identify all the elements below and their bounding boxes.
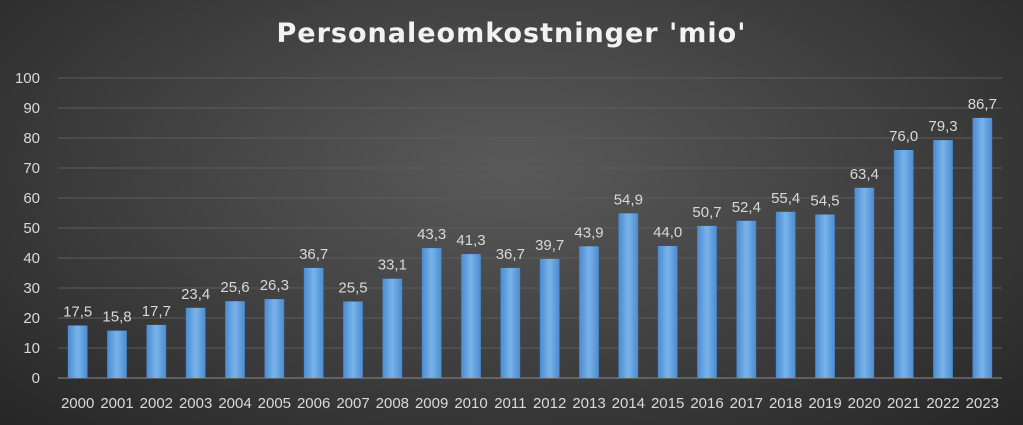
y-tick-label: 50 bbox=[23, 220, 40, 237]
y-tick-label: 40 bbox=[23, 250, 40, 267]
bar bbox=[854, 187, 875, 378]
chart-title: Personaleomkostninger 'mio' bbox=[276, 18, 747, 49]
bar bbox=[500, 267, 521, 378]
data-label: 25,6 bbox=[220, 279, 249, 296]
data-label: 50,7 bbox=[692, 204, 721, 221]
bar bbox=[382, 278, 403, 378]
x-tick-label: 2014 bbox=[612, 395, 645, 412]
x-tick-label: 2016 bbox=[690, 395, 723, 412]
y-tick-label: 90 bbox=[23, 100, 40, 117]
data-label: 39,7 bbox=[535, 237, 564, 254]
bar bbox=[225, 301, 245, 378]
data-label: 15,8 bbox=[102, 309, 131, 326]
bar bbox=[421, 248, 442, 378]
x-tick-label: 2020 bbox=[848, 395, 881, 412]
bar bbox=[933, 140, 953, 378]
x-tick-label: 2012 bbox=[533, 395, 566, 412]
x-tick-label: 2000 bbox=[61, 395, 94, 412]
bar bbox=[815, 214, 835, 378]
bar bbox=[264, 299, 285, 378]
y-tick-label: 70 bbox=[23, 160, 40, 177]
data-label: 25,5 bbox=[338, 280, 367, 297]
bar bbox=[107, 330, 127, 378]
data-label: 26,3 bbox=[260, 277, 289, 294]
data-label: 86,7 bbox=[968, 96, 997, 113]
data-label: 23,4 bbox=[181, 286, 210, 303]
x-tick-label: 2013 bbox=[572, 395, 605, 412]
y-tick-label: 20 bbox=[23, 310, 40, 327]
bar bbox=[775, 211, 796, 378]
y-tick-label: 100 bbox=[15, 70, 40, 87]
x-tick-label: 2004 bbox=[218, 395, 251, 412]
y-tick-label: 0 bbox=[32, 370, 40, 387]
data-label: 36,7 bbox=[299, 246, 328, 263]
x-tick-label: 2002 bbox=[140, 395, 173, 412]
data-label: 79,3 bbox=[928, 118, 957, 135]
x-tick-label: 2015 bbox=[651, 395, 684, 412]
data-label: 52,4 bbox=[732, 199, 761, 216]
x-tick-label: 2017 bbox=[730, 395, 763, 412]
bar bbox=[736, 220, 757, 378]
bar bbox=[697, 225, 717, 378]
bar bbox=[539, 258, 560, 378]
x-tick-label: 2006 bbox=[297, 395, 330, 412]
bar bbox=[618, 213, 639, 378]
data-label: 44,0 bbox=[653, 224, 682, 241]
x-tick-label: 2018 bbox=[769, 395, 802, 412]
x-tick-label: 2019 bbox=[808, 395, 841, 412]
y-tick-label: 30 bbox=[23, 280, 40, 297]
data-label: 33,1 bbox=[378, 257, 407, 274]
x-tick-label: 2005 bbox=[258, 395, 291, 412]
x-tick-label: 2010 bbox=[454, 395, 487, 412]
data-label: 17,5 bbox=[63, 304, 92, 321]
x-tick-label: 2011 bbox=[494, 395, 526, 412]
x-tick-label: 2023 bbox=[966, 395, 999, 412]
data-label: 54,5 bbox=[810, 193, 839, 210]
data-label: 76,0 bbox=[889, 128, 918, 145]
bar bbox=[146, 324, 167, 378]
data-label: 63,4 bbox=[850, 166, 879, 183]
bar bbox=[893, 150, 914, 378]
bar bbox=[657, 246, 678, 378]
bar bbox=[303, 267, 324, 378]
data-label: 43,3 bbox=[417, 226, 446, 243]
bar bbox=[67, 325, 88, 378]
x-tick-label: 2001 bbox=[100, 395, 133, 412]
data-label: 43,9 bbox=[574, 224, 603, 241]
y-tick-label: 80 bbox=[23, 130, 40, 147]
bar bbox=[461, 254, 481, 378]
data-label: 17,7 bbox=[142, 303, 171, 320]
data-label: 36,7 bbox=[496, 246, 525, 263]
data-label: 55,4 bbox=[771, 190, 800, 207]
x-tick-label: 2008 bbox=[376, 395, 409, 412]
bar bbox=[185, 307, 206, 378]
data-label: 41,3 bbox=[456, 232, 485, 249]
x-tick-label: 2009 bbox=[415, 395, 448, 412]
y-tick-label: 60 bbox=[23, 190, 40, 207]
bar bbox=[579, 246, 599, 378]
y-tick-label: 10 bbox=[23, 340, 40, 357]
x-tick-label: 2022 bbox=[926, 395, 959, 412]
x-tick-label: 2021 bbox=[887, 395, 920, 412]
x-tick-label: 2003 bbox=[179, 395, 212, 412]
bar bbox=[972, 117, 993, 379]
data-label: 54,9 bbox=[614, 191, 643, 208]
x-tick-label: 2007 bbox=[336, 395, 369, 412]
bar bbox=[343, 301, 363, 378]
